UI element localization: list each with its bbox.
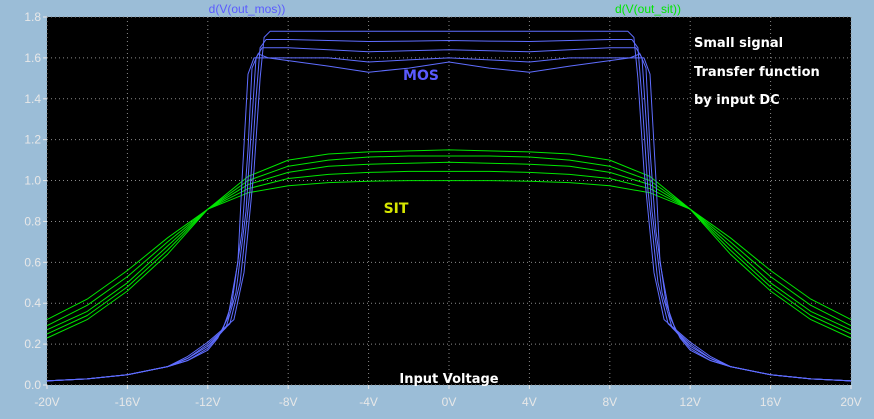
x-tick-label: -12V xyxy=(195,395,220,409)
mos-trace-3 xyxy=(46,47,852,382)
info-line-1: Small signal xyxy=(694,36,783,51)
grid xyxy=(46,16,852,386)
legend-sit[interactable]: d(V(out_sit)) xyxy=(615,2,681,16)
mos-annotation: MOS xyxy=(403,68,439,84)
x-tick-label: -4V xyxy=(359,395,378,409)
x-tick-label: -16V xyxy=(115,395,140,409)
mos-trace-1 xyxy=(46,57,852,382)
x-tick-label: -8V xyxy=(279,395,298,409)
x-tick-label: -20V xyxy=(34,395,59,409)
sit-traces xyxy=(46,149,852,339)
y-tick-label: 1.6 xyxy=(24,51,41,65)
y-tick-label: 0.6 xyxy=(24,255,41,269)
y-tick-label: 1.0 xyxy=(24,174,41,188)
info-line-3: by input DC xyxy=(694,93,780,108)
y-axis-ticks: 0.0 0.2 0.4 0.6 0.8 1.0 1.2 1.4 1.6 1.8 xyxy=(24,10,47,392)
y-tick-label: 0.0 xyxy=(24,378,41,392)
x-tick-label: 12V xyxy=(680,395,701,409)
y-tick-label: 0.4 xyxy=(24,296,41,310)
x-tick-label: 0V xyxy=(442,395,457,409)
legend-mos[interactable]: d(V(out_mos)) xyxy=(209,2,286,16)
sit-trace-10 xyxy=(46,149,852,339)
y-tick-label: 1.4 xyxy=(24,92,41,106)
y-tick-label: 1.2 xyxy=(24,133,41,147)
x-tick-label: 8V xyxy=(602,395,617,409)
sit-trace-7 xyxy=(46,170,852,327)
sit-trace-9 xyxy=(46,155,852,335)
sit-annotation: SIT xyxy=(384,201,409,217)
y-tick-label: 0.8 xyxy=(24,214,41,228)
x-tick-label: 16V xyxy=(760,395,781,409)
y-tick-label: 1.8 xyxy=(24,10,41,24)
info-line-2: Transfer function xyxy=(694,65,820,80)
x-axis-label: Input Voltage xyxy=(399,372,498,387)
sit-trace-6 xyxy=(46,180,852,321)
y-tick-label: 0.2 xyxy=(24,337,41,351)
sit-trace-8 xyxy=(46,161,852,331)
mos-trace-4 xyxy=(46,39,852,382)
x-axis-ticks: -20V -16V -12V -8V -4V 0V 4V 8V 12V 16V 20V xyxy=(34,385,862,409)
mos-trace-2 xyxy=(46,53,852,382)
mos-traces xyxy=(46,30,852,382)
mos-trace-5 xyxy=(46,30,852,382)
x-tick-label: 4V xyxy=(522,395,537,409)
x-tick-label: 20V xyxy=(840,395,861,409)
